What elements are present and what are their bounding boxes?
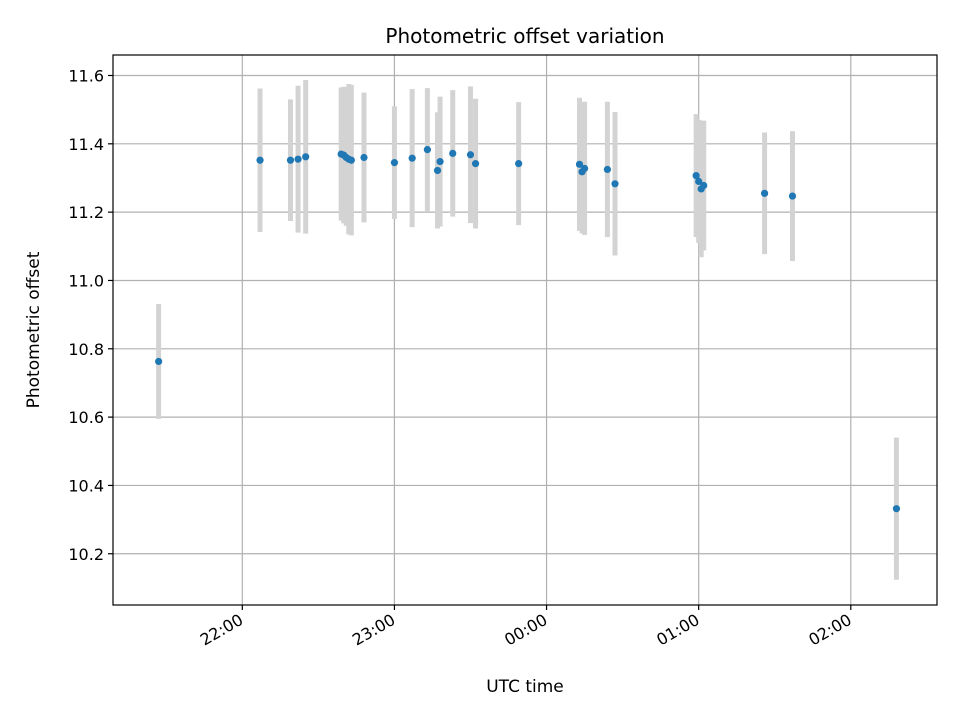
y-tick-label: 10.8	[68, 340, 104, 359]
chart-title: Photometric offset variation	[385, 24, 664, 48]
data-point	[788, 192, 797, 200]
data-point	[286, 156, 295, 164]
data-point	[575, 160, 584, 168]
data-point	[892, 505, 901, 513]
data-point	[695, 177, 703, 185]
y-tick-label: 10.4	[68, 476, 104, 495]
data-point	[302, 153, 310, 161]
data-point	[347, 156, 355, 164]
data-point	[433, 166, 442, 175]
y-axis-label: Photometric offset	[24, 251, 44, 408]
data-points	[155, 146, 901, 513]
y-tick-label: 10.2	[68, 545, 104, 564]
data-point	[611, 180, 619, 188]
data-point	[580, 164, 589, 173]
y-axis-ticks: 10.2 10.4 10.6 10.8 11.0 11.2 11.4 11.6	[68, 66, 113, 564]
data-point	[390, 159, 399, 167]
data-point	[256, 156, 264, 164]
y-tick-label: 11.6	[68, 66, 104, 85]
y-tick-label: 11.2	[68, 203, 104, 222]
data-point	[408, 154, 416, 162]
x-axis-label: UTC time	[486, 677, 564, 697]
y-tick-label: 11.4	[68, 135, 104, 154]
data-point	[603, 165, 612, 174]
data-point	[692, 171, 700, 180]
data-point	[515, 160, 523, 168]
data-point	[294, 155, 302, 163]
data-point	[471, 160, 480, 168]
grid	[113, 55, 937, 605]
data-point	[155, 357, 163, 366]
data-point	[436, 157, 444, 166]
data-point	[700, 181, 708, 190]
data-point	[760, 189, 769, 197]
plot-frame	[112, 54, 938, 606]
y-tick-label: 11.0	[68, 271, 104, 290]
data-point	[360, 153, 368, 162]
data-point	[449, 149, 457, 157]
data-point	[423, 146, 431, 154]
data-point	[466, 151, 475, 159]
y-tick-label: 10.6	[68, 408, 104, 427]
